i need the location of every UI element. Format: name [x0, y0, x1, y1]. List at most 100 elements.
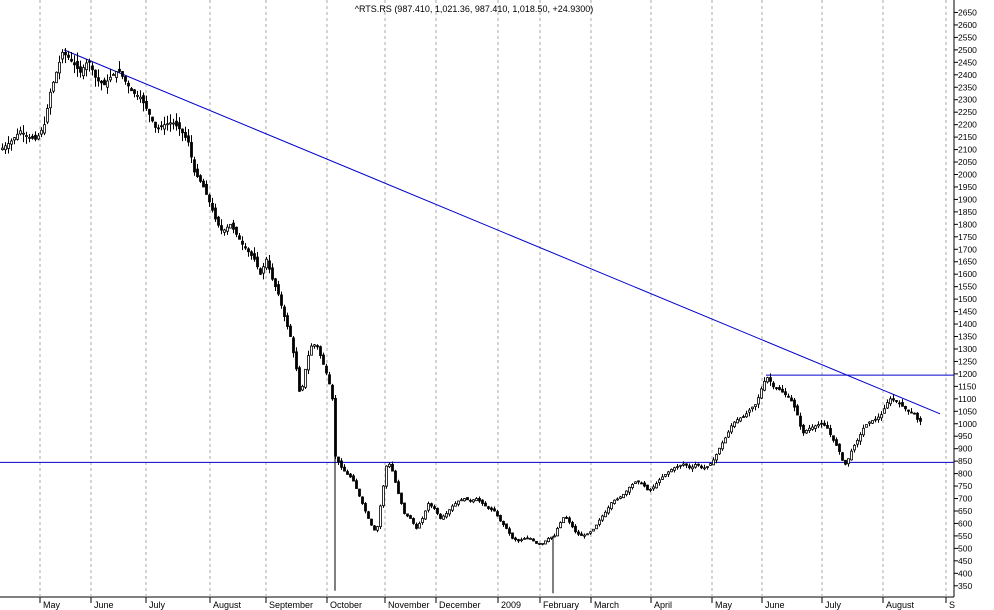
- candle-body: [535, 540, 538, 544]
- candle-body: [199, 175, 202, 182]
- candle-body: [601, 515, 604, 521]
- candle-body: [205, 183, 208, 195]
- candle-body: [709, 463, 712, 466]
- y-tick-label: 1650: [958, 257, 977, 267]
- x-tick-label: S: [949, 600, 955, 610]
- candle-body: [703, 467, 706, 470]
- candle-body: [808, 427, 811, 432]
- y-tick-label: 900: [958, 444, 972, 454]
- y-tick-label: 2550: [958, 32, 977, 42]
- candle-body: [451, 505, 454, 511]
- candle-body: [262, 266, 265, 274]
- grid: [0, 0, 955, 598]
- candle-body: [574, 525, 577, 533]
- candle-body: [448, 509, 451, 515]
- candle-body: [676, 466, 679, 468]
- candle-body: [784, 391, 787, 396]
- candle-body: [415, 523, 418, 529]
- candle-body: [478, 497, 481, 502]
- y-tick-label: 450: [958, 556, 972, 566]
- candle-body: [514, 537, 517, 541]
- candle-body: [691, 466, 694, 470]
- y-tick-label: 1450: [958, 307, 977, 317]
- candle-body: [751, 406, 754, 410]
- candle-body: [493, 508, 496, 512]
- candle-body: [613, 499, 616, 504]
- candle-body: [253, 253, 256, 260]
- candle-body: [427, 503, 430, 511]
- candle-body: [700, 465, 703, 469]
- candle-body: [403, 502, 406, 514]
- candle-body: [877, 416, 880, 421]
- y-tick-label: 2350: [958, 82, 977, 92]
- candle-body: [520, 539, 523, 542]
- candle-body: [595, 524, 598, 530]
- candle-body: [379, 505, 382, 528]
- candle-body: [604, 511, 607, 518]
- candle-body: [643, 482, 646, 487]
- candle-body: [439, 513, 442, 519]
- candle-body: [310, 345, 313, 356]
- candle-body: [385, 465, 388, 487]
- candle-body: [556, 528, 559, 537]
- candle-body: [706, 466, 709, 468]
- y-tick-label: 2450: [958, 57, 977, 67]
- x-tick-label: March: [594, 600, 619, 610]
- candle-body: [400, 492, 403, 504]
- candle-body: [814, 425, 817, 429]
- candle-body: [295, 351, 298, 370]
- candle-body: [889, 398, 892, 405]
- candle-body: [505, 523, 508, 529]
- y-tick-label: 1350: [958, 332, 977, 342]
- candle-body: [232, 222, 235, 230]
- candle-body: [766, 377, 769, 383]
- y-tick-label: 1400: [958, 319, 977, 329]
- candle-body: [898, 402, 901, 405]
- candle-body: [397, 481, 400, 494]
- candle-body: [421, 518, 424, 523]
- candle-body: [67, 54, 70, 58]
- candle-body: [454, 503, 457, 507]
- y-tick-label: 1900: [958, 194, 977, 204]
- candle-body: [301, 385, 304, 391]
- candle-body: [10, 140, 13, 145]
- candle-body: [7, 143, 10, 149]
- x-tick-label: 2009: [501, 600, 521, 610]
- candle-body: [61, 51, 64, 60]
- x-tick-label: May: [43, 600, 61, 610]
- candle-body: [337, 456, 340, 463]
- candle-body: [529, 538, 532, 540]
- candle-body: [64, 51, 67, 56]
- y-tick-label: 950: [958, 431, 972, 441]
- x-tick-label: September: [269, 600, 313, 610]
- y-tick-label: 2250: [958, 107, 977, 117]
- candle-body: [559, 522, 562, 529]
- candle-body: [259, 268, 262, 275]
- candle-body: [13, 137, 16, 141]
- candle-body: [178, 122, 181, 130]
- candle-body: [871, 420, 874, 424]
- candle-body: [919, 418, 922, 422]
- candle-body: [475, 498, 478, 502]
- candle-body: [658, 479, 661, 483]
- candle-body: [103, 79, 106, 86]
- candle-body: [901, 402, 904, 407]
- trendlines: [0, 49, 954, 463]
- candle-body: [688, 465, 691, 469]
- candle-body: [667, 471, 670, 475]
- candle-body: [220, 225, 223, 231]
- candle-body: [274, 278, 277, 288]
- y-tick-label: 2650: [958, 7, 977, 17]
- candle-body: [697, 463, 700, 466]
- candle-body: [49, 91, 52, 109]
- candle-body: [874, 418, 877, 421]
- y-tick-label: 2000: [958, 169, 977, 179]
- y-tick-label: 800: [958, 469, 972, 479]
- candle-body: [799, 415, 802, 427]
- candle-body: [916, 412, 919, 420]
- candle-body: [19, 130, 22, 135]
- candle-body: [382, 485, 385, 507]
- x-tick-label: October: [330, 600, 362, 610]
- y-tick-label: 700: [958, 494, 972, 504]
